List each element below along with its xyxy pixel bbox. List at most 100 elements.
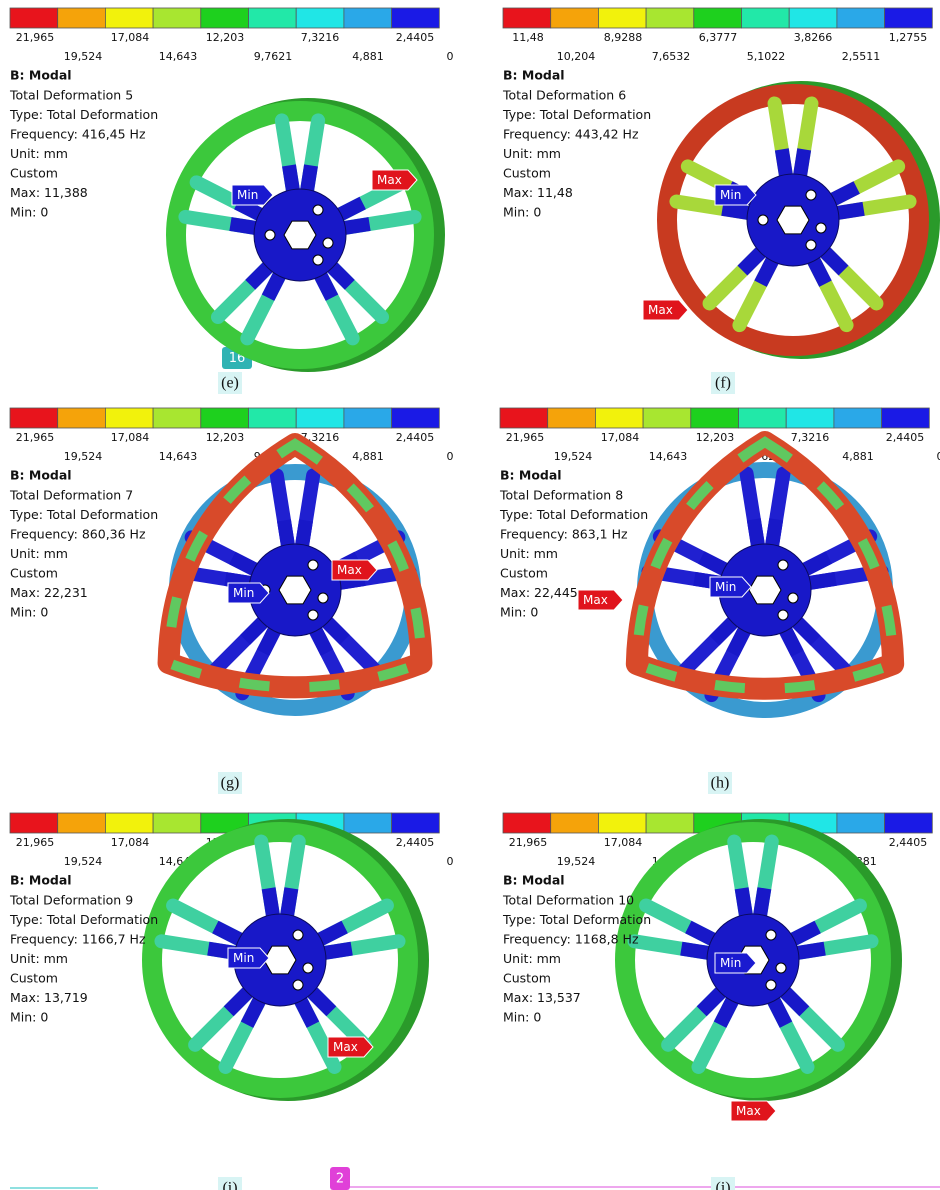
legend-cell	[690, 407, 739, 429]
info-line: Unit: mm	[10, 951, 68, 966]
bolt-hole	[777, 559, 789, 571]
legend-cell	[788, 7, 838, 29]
marker-tag	[227, 947, 270, 969]
legend-label: 7,3216	[301, 31, 340, 44]
legend-cell	[152, 407, 202, 429]
legend-label: 17,084	[111, 31, 150, 44]
caption-bg	[218, 372, 242, 394]
marker-tag-label: Max	[337, 563, 362, 577]
marker-tag	[642, 299, 689, 321]
legend-cell	[502, 7, 552, 29]
info-line: Custom	[10, 971, 58, 986]
info-line: Max: 11,388	[10, 185, 88, 200]
info-line: Max: 13,537	[503, 990, 581, 1005]
caption-bg	[711, 372, 735, 394]
badge-label: 2	[336, 1172, 344, 1187]
info-line: Unit: mm	[503, 951, 561, 966]
info-line: Total Deformation 5	[9, 88, 133, 103]
info-line: Min: 0	[503, 205, 541, 220]
legend-label: 14,643	[649, 450, 688, 463]
bolt-hole	[292, 929, 304, 941]
info-title: B: Modal	[10, 873, 72, 888]
legend-label: 17,084	[601, 431, 640, 444]
legend-label: 4,881	[352, 450, 384, 463]
bolt-hole	[292, 979, 304, 991]
marker-tag	[714, 952, 757, 974]
info-line: Custom	[503, 971, 551, 986]
legend-cell	[836, 7, 886, 29]
caption-bg	[218, 772, 242, 794]
info-line: Type: Total Deformation	[502, 107, 651, 122]
legend-cell	[836, 812, 886, 834]
info-line: Max: 22,445	[500, 585, 578, 600]
caption-bg	[708, 772, 732, 794]
legend-label: 2,4405	[396, 836, 435, 849]
info-title: B: Modal	[500, 468, 562, 483]
legend-cell	[598, 812, 647, 834]
bolt-hole	[775, 962, 787, 974]
info-title: B: Modal	[503, 68, 565, 83]
info-line: Max: 11,48	[503, 185, 573, 200]
marker-tag-label: Min	[233, 586, 254, 600]
legend-cell	[884, 7, 933, 29]
legend-cell	[693, 7, 742, 29]
bolt-hole	[815, 222, 827, 234]
info-line: Custom	[10, 566, 58, 581]
legend-cell	[738, 407, 787, 429]
legend-cell	[391, 407, 440, 429]
info-line: Type: Total Deformation	[9, 507, 158, 522]
info-line: Total Deformation 8	[499, 488, 623, 503]
legend-label: 12,203	[206, 431, 245, 444]
marker-tag	[231, 184, 274, 206]
legend-cell	[200, 7, 249, 29]
caption-bg	[711, 1177, 735, 1190]
marker-tag-label: Min	[715, 580, 736, 594]
legend-cell	[295, 407, 345, 429]
info-line: Type: Total Deformation	[502, 912, 651, 927]
caption: (f)	[715, 375, 731, 392]
legend-label: 19,524	[557, 855, 596, 868]
legend-cell	[499, 407, 549, 429]
marker-tag-label: Max	[583, 593, 608, 607]
wheel-rim	[625, 431, 905, 700]
legend-label: 8,9288	[604, 31, 643, 44]
legend-cell	[9, 7, 59, 29]
marker-tag-label: Min	[237, 188, 258, 202]
legend-cell	[152, 812, 202, 834]
hub-bore	[748, 575, 782, 605]
bolt-hole	[765, 979, 777, 991]
legend-cell	[884, 812, 933, 834]
legend-label: 1,2755	[889, 31, 928, 44]
caption: (h)	[711, 775, 730, 792]
legend-label: 7,3216	[791, 431, 830, 444]
bolt-hole	[757, 214, 769, 226]
legend-label: 0	[937, 450, 940, 463]
marker-tag-label: Max	[377, 173, 402, 187]
info-line: Custom	[10, 166, 58, 181]
info-line: Min: 0	[10, 1010, 48, 1025]
legend-cell	[502, 812, 552, 834]
info-line: Frequency: 1166,7 Hz	[10, 932, 146, 947]
legend-cell	[881, 407, 930, 429]
legend-label: 17,084	[111, 431, 150, 444]
info-line: Unit: mm	[10, 546, 68, 561]
legend-cell	[57, 407, 106, 429]
legend-cell	[105, 7, 154, 29]
caption: (j)	[715, 1180, 730, 1190]
marker-tag-label: Max	[333, 1040, 358, 1054]
marker-tag	[577, 589, 624, 611]
info-line: Type: Total Deformation	[499, 507, 648, 522]
legend-label: 0	[447, 450, 454, 463]
legend-cell	[200, 407, 249, 429]
legend-cell	[343, 7, 392, 29]
marker-tag-label: Max	[736, 1104, 761, 1118]
legend-label: 2,4405	[396, 31, 435, 44]
legend-label: 2,4405	[396, 431, 435, 444]
legend-cell	[391, 812, 440, 834]
caption: (i)	[222, 1180, 237, 1190]
marker-tag	[227, 582, 270, 604]
info-line: Total Deformation 7	[9, 488, 133, 503]
legend-cell	[741, 7, 790, 29]
legend-label: 12,203	[696, 431, 735, 444]
